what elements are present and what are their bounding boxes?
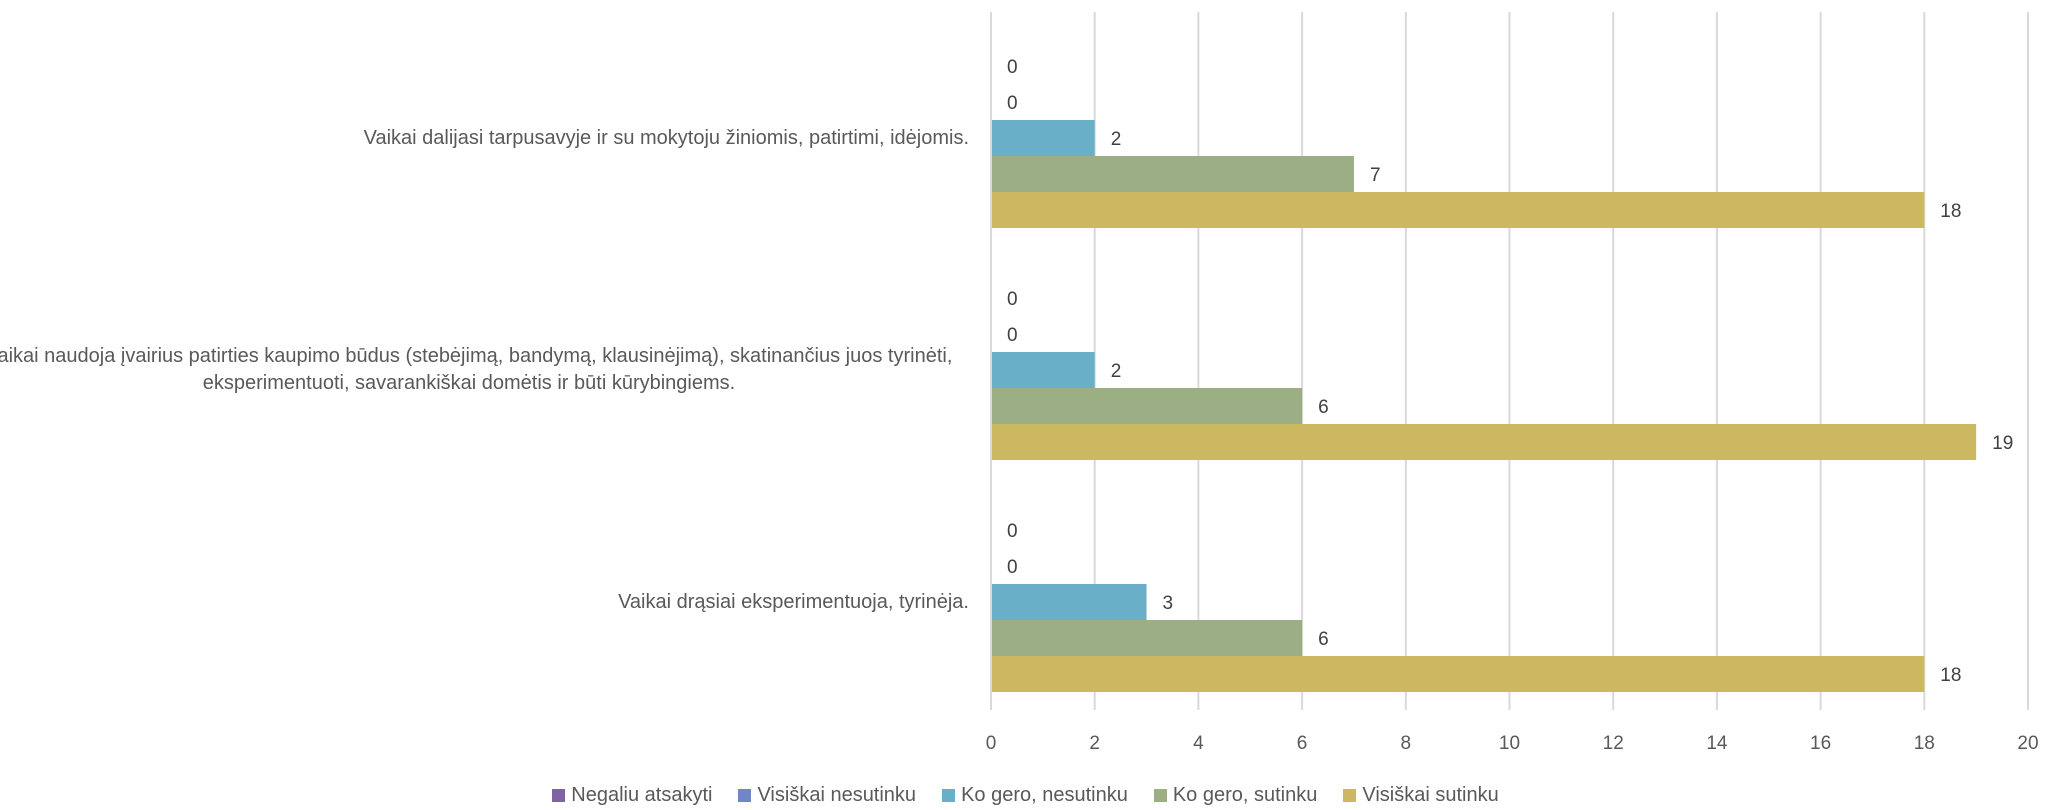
data-label: 0 — [1007, 325, 1018, 346]
data-label: 2 — [1111, 361, 1122, 382]
bar — [991, 424, 1977, 460]
legend-item: Ko gero, sutinku — [1153, 783, 1318, 807]
category-label: Vaikai dalijasi tarpusavyje ir su mokyto… — [363, 126, 969, 149]
legend-label: Negaliu atsakyti — [571, 783, 713, 806]
bar — [991, 120, 1095, 156]
bar — [991, 620, 1303, 656]
bar — [991, 352, 1095, 388]
legend-item: Visiškai nesutinku — [738, 784, 916, 807]
data-label: 7 — [1370, 165, 1381, 186]
data-label: 3 — [1163, 593, 1174, 614]
gridlines — [1093, 12, 2029, 710]
bar — [991, 388, 1303, 424]
legend-item: Ko gero, nesutinku — [942, 784, 1128, 807]
legend-swatch — [1343, 788, 1357, 802]
bar — [991, 656, 1925, 692]
legend-swatch — [942, 788, 956, 802]
value-labels: 0 0 2 7 18 0 0 2 6 19 0 0 3 6 18 — [1007, 57, 2013, 686]
x-tick-label: 4 — [1193, 733, 1204, 754]
x-axis-tick-labels: 0 2 4 6 8 10 12 14 16 18 20 — [986, 733, 2039, 754]
data-label: 6 — [1318, 397, 1329, 418]
data-label: 18 — [1940, 201, 1961, 222]
data-label: 19 — [1992, 433, 2013, 454]
legend-swatch — [552, 788, 566, 802]
data-label: 0 — [1007, 289, 1018, 310]
bars — [991, 120, 1977, 692]
data-label: 0 — [1007, 557, 1018, 578]
legend-label: Ko gero, sutinku — [1172, 783, 1318, 806]
legend-label: Ko gero, nesutinku — [961, 783, 1128, 806]
x-tick-label: 2 — [1089, 733, 1100, 754]
category-label: Vaikai naudoja įvairius patirties kaupim… — [0, 345, 953, 394]
x-tick-label: 8 — [1401, 733, 1412, 754]
legend-item: Negaliu atsakyti — [552, 784, 712, 807]
bar — [991, 584, 1147, 620]
data-label: 0 — [1007, 57, 1018, 78]
legend-swatch — [738, 788, 752, 802]
legend-item: Visiškai sutinku — [1343, 783, 1499, 807]
data-label: 18 — [1940, 665, 1961, 686]
x-tick-label: 0 — [986, 733, 997, 754]
data-label: 6 — [1318, 629, 1329, 650]
x-tick-label: 20 — [2017, 733, 2038, 754]
x-tick-label: 18 — [1914, 733, 1935, 754]
category-label: Vaikai drąsiai eksperimentuoja, tyrinėja… — [618, 590, 969, 613]
legend-label: Visiškai nesutinku — [757, 783, 917, 806]
x-tick-label: 10 — [1499, 733, 1520, 754]
x-tick-label: 6 — [1297, 733, 1308, 754]
chart-legend: Negaliu atsakyti Visiškai nesutinku Ko ger… — [0, 780, 2051, 810]
legend-label: Visiškai sutinku — [1362, 783, 1499, 806]
data-label: 0 — [1007, 93, 1018, 114]
x-tick-label: 12 — [1603, 733, 1624, 754]
x-tick-label: 14 — [1706, 733, 1728, 754]
bar — [991, 156, 1354, 192]
legend-swatch — [1153, 788, 1167, 802]
data-label: 2 — [1111, 129, 1122, 150]
data-label: 0 — [1007, 521, 1018, 542]
bar — [991, 192, 1925, 228]
x-tick-label: 16 — [1810, 733, 1831, 754]
